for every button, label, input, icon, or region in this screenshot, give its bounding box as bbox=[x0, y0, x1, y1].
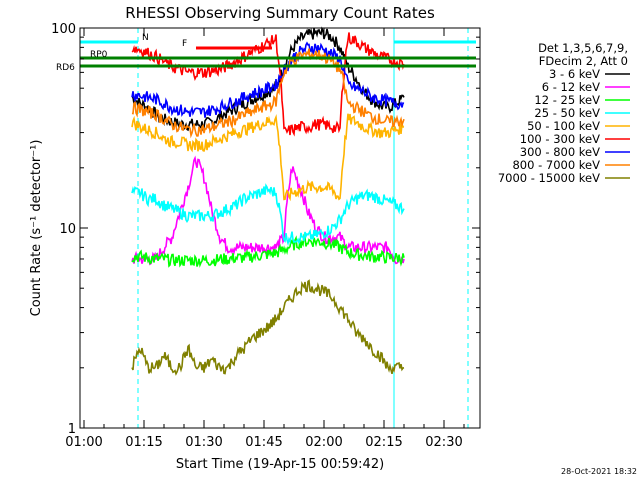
series-line-2 bbox=[131, 155, 405, 266]
x-tick-label: 02:30 bbox=[425, 435, 462, 450]
x-tick-label: 01:30 bbox=[185, 435, 222, 450]
flag-label-rd6: RD6 bbox=[56, 63, 75, 73]
legend-entry-label: 7000 - 15000 keV bbox=[498, 171, 600, 185]
flag-label-f: F bbox=[182, 39, 187, 49]
x-tick-label: 01:45 bbox=[245, 435, 282, 450]
x-axis: 01:00 01:15 01:30 01:45 02:00 02:15 02:30 bbox=[65, 28, 465, 450]
plot-area: N F RD6 RP0 bbox=[56, 26, 481, 429]
timestamp: 28-Oct-2021 18:32 bbox=[561, 467, 637, 476]
x-tick-label: 02:00 bbox=[305, 435, 342, 450]
y-tick-label: 10 bbox=[59, 222, 76, 237]
legend: Det 1,3,5,6,7,9,FDecim 2, Att 03 - 6 keV… bbox=[498, 41, 630, 185]
flag-label-rp0: RP0 bbox=[90, 50, 108, 60]
flag-label-n: N bbox=[142, 33, 149, 43]
legend-entry-label: 100 - 300 keV bbox=[520, 132, 600, 146]
series-line-3 bbox=[131, 233, 405, 268]
series-line-8 bbox=[131, 48, 405, 139]
series-line-4 bbox=[131, 183, 405, 247]
legend-entry-label: 25 - 50 keV bbox=[534, 106, 600, 120]
legend-entry-label: 50 - 100 keV bbox=[527, 119, 600, 133]
y-tick-label: 100 bbox=[51, 22, 76, 37]
x-tick-label: 01:00 bbox=[65, 435, 102, 450]
x-tick-label: 02:15 bbox=[365, 435, 402, 450]
y-tick-label: 1 bbox=[68, 422, 76, 437]
chart-title: RHESSI Observing Summary Count Rates bbox=[125, 4, 435, 22]
x-tick-label: 01:15 bbox=[125, 435, 162, 450]
legend-entry-label: 6 - 12 keV bbox=[542, 80, 600, 94]
x-axis-label: Start Time (19-Apr-15 00:59:42) bbox=[176, 457, 384, 472]
legend-entry-label: 800 - 7000 keV bbox=[512, 158, 600, 172]
series-line-5 bbox=[131, 113, 405, 202]
series-line-6 bbox=[131, 32, 405, 137]
series-line-7 bbox=[131, 41, 405, 118]
legend-entry-label: 300 - 800 keV bbox=[520, 145, 600, 159]
series-line-9 bbox=[131, 279, 405, 376]
series-line-1 bbox=[131, 26, 405, 132]
legend-entry-label: 12 - 25 keV bbox=[534, 93, 600, 107]
legend-header-line: Det 1,3,5,6,7,9, bbox=[538, 41, 628, 55]
legend-header-line: FDecim 2, Att 0 bbox=[539, 54, 628, 68]
legend-entry-label: 3 - 6 keV bbox=[549, 67, 600, 81]
y-axis: 1 10 100 bbox=[51, 22, 480, 437]
y-axis-label: Count Rate (s⁻¹ detector⁻¹) bbox=[29, 140, 44, 317]
